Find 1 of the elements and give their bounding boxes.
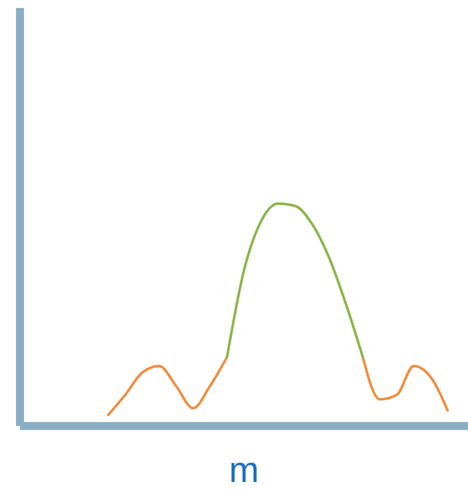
x-axis-title: m bbox=[229, 449, 259, 490]
